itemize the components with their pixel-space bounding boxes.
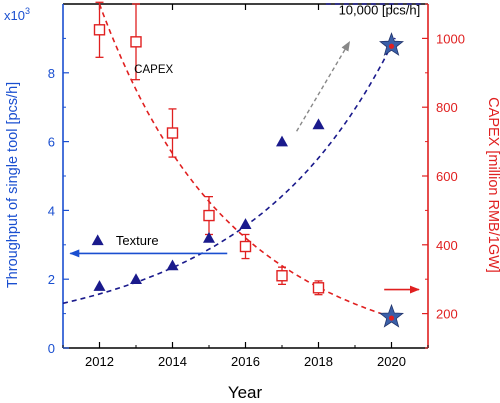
data-marks-layer [93, 1, 404, 328]
ticks-layer: 2012 2014 2016 2018 2020 0 2 4 6 8 200 400 600 800 100… [48, 3, 465, 369]
x-tick-label: 2016 [231, 354, 260, 369]
annotations-layer: CAPEX Texture 10,000 [pcs/h] [69, 2, 421, 294]
texture-point [166, 259, 179, 271]
left-tick-label: 2 [48, 272, 55, 287]
trend-lines-layer [62, 3, 425, 318]
capex-point [239, 240, 252, 253]
target-annotation-label: 10,000 [pcs/h] [339, 2, 421, 17]
left-tick-label: 0 [48, 341, 55, 356]
capex-point [166, 127, 179, 139]
right-tick-label: 200 [436, 307, 458, 322]
axes-layer [62, 3, 429, 349]
left-tick-label: 8 [48, 66, 55, 81]
capex-point [93, 24, 106, 36]
texture-point [312, 118, 325, 130]
x-tick-label: 2018 [304, 354, 333, 369]
multiplier-exponent: 3 [25, 6, 30, 16]
x-tick-label: 2014 [158, 354, 187, 369]
right-tick-label: 600 [436, 169, 458, 184]
multiplier-base: x10 [4, 8, 25, 23]
trend-arrow-icon [295, 40, 351, 132]
capex-annotation-label: CAPEX [134, 64, 173, 76]
texture-point [93, 280, 106, 291]
texture-point [239, 218, 252, 229]
throughput-trend-line [62, 37, 396, 305]
texture-legend-label: Texture [116, 233, 159, 248]
capex-point [312, 282, 325, 294]
texture-legend-marker-icon [91, 234, 104, 246]
texture-point [276, 135, 288, 147]
right-tick-label: 400 [436, 238, 458, 253]
capex-trend-line [98, 3, 392, 318]
left-axis-multiplier: x103 [4, 6, 30, 23]
left-axis-title: Throughput of single tool [pcs/h] [5, 82, 21, 288]
x-tick-label: 2020 [377, 354, 406, 369]
capex-point [130, 36, 142, 48]
target-star-center [388, 315, 395, 321]
target-star-center [388, 43, 395, 49]
capex-point [203, 209, 215, 222]
right-tick-label: 800 [436, 100, 458, 115]
left-tick-label: 4 [48, 203, 55, 218]
x-axis-title: Year [228, 383, 263, 402]
x-tick-label: 2012 [85, 354, 114, 369]
texture-point [203, 231, 215, 243]
texture-point [130, 273, 142, 284]
capex-point [276, 270, 288, 282]
right-tick-label: 1000 [436, 31, 465, 46]
right-axis-title: CAPEX [million RMB/1GW] [485, 97, 500, 273]
left-tick-label: 6 [48, 135, 55, 150]
